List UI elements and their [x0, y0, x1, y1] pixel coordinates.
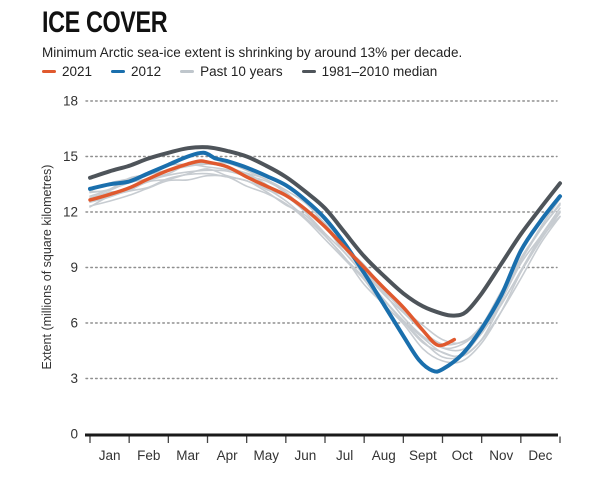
chart-subtitle: Minimum Arctic sea-ice extent is shrinki… — [42, 45, 463, 60]
month-label-mar: Mar — [176, 448, 200, 463]
month-label-dec: Dec — [528, 448, 552, 463]
series-past-10-years-line — [89, 174, 561, 360]
chart-legend: 2021 2012 Past 10 years 1981–2010 median — [42, 64, 437, 79]
y-tick-label-18: 18 — [63, 94, 78, 109]
month-label-oct: Oct — [452, 448, 473, 463]
legend-item-2021: 2021 — [42, 64, 92, 79]
legend-label: Past 10 years — [200, 64, 283, 79]
month-label-aug: Aug — [372, 448, 396, 463]
month-label-jul: Jul — [336, 448, 353, 463]
legend-swatch-icon — [301, 69, 316, 74]
y-tick-label-15: 15 — [63, 149, 78, 164]
legend-item-1981-2010-median: 1981–2010 median — [301, 64, 438, 79]
month-label-sept: Sept — [409, 448, 437, 463]
legend-label: 1981–2010 median — [321, 64, 438, 79]
series-2012-line — [88, 150, 562, 374]
legend-label: 2021 — [62, 64, 93, 79]
legend-swatch-icon — [111, 69, 126, 74]
legend-swatch-icon — [180, 69, 195, 74]
month-label-jun: Jun — [295, 448, 317, 463]
month-label-apr: Apr — [217, 448, 239, 463]
series-2021-line — [88, 159, 457, 348]
series-1981-2010-median-line — [88, 145, 562, 318]
legend-label: 2012 — [131, 64, 162, 79]
page-title-text: ICE COVER — [42, 6, 168, 39]
y-tick-label-6: 6 — [70, 316, 78, 331]
month-label-jan: Jan — [99, 448, 121, 463]
month-label-feb: Feb — [137, 448, 160, 463]
page-title: ICE COVER — [42, 8, 582, 38]
legend-swatch-icon — [42, 69, 56, 74]
month-label-nov: Nov — [489, 448, 513, 463]
y-tick-label-9: 9 — [70, 260, 78, 275]
chart-header: ICE COVER Minimum Arctic sea-ice extent … — [42, 8, 582, 61]
y-tick-label-3: 3 — [70, 371, 78, 386]
y-tick-label-0: 0 — [70, 427, 78, 442]
series-past-10-years-line — [89, 169, 561, 358]
legend-item-past-10-years: Past 10 years — [180, 64, 283, 79]
y-axis-label: Extent (millions of square kilometres) — [40, 164, 54, 370]
legend-item-2012: 2012 — [111, 64, 161, 79]
month-label-may: May — [253, 448, 279, 463]
series-past-10-years-line — [89, 168, 561, 364]
y-tick-label-12: 12 — [63, 205, 78, 220]
